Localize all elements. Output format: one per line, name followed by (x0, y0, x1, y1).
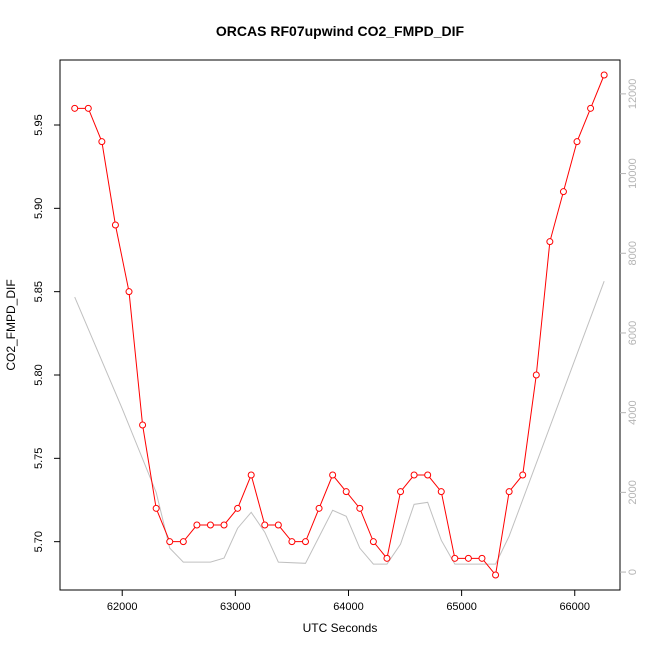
x-tick-label: 62000 (107, 601, 138, 613)
primary-series-point (505, 488, 513, 496)
primary-series-layer (71, 71, 608, 579)
primary-series-point (139, 421, 147, 429)
primary-series-point (315, 504, 323, 512)
y-tick-label: 5.70 (33, 531, 45, 552)
y2-tick-label: 0 (627, 569, 639, 575)
x-axis-label: UTC Seconds (303, 621, 378, 635)
secondary-series-layer (74, 280, 605, 565)
primary-series-point (274, 521, 282, 529)
x-tick-label: 64000 (333, 601, 364, 613)
primary-series-point (410, 471, 418, 479)
primary-series-point (397, 488, 405, 496)
primary-series-point (492, 571, 500, 579)
y-tick-label: 5.90 (33, 198, 45, 219)
primary-series-point (206, 521, 214, 529)
secondary-series-line (74, 280, 605, 565)
primary-series-point (220, 521, 228, 529)
primary-series-point (478, 554, 486, 562)
x-axis: 62000 63000 64000 65000 66000 (107, 590, 590, 613)
primary-series-point (166, 538, 174, 546)
y-axis-left: 5.70 5.75 5.80 5.85 5.90 5.95 (33, 114, 60, 552)
x-tick-label: 63000 (220, 601, 251, 613)
primary-series-point (98, 138, 106, 146)
y-tick-label: 5.80 (33, 364, 45, 385)
y2-tick-label: 4000 (627, 400, 639, 424)
primary-series-point (573, 138, 581, 146)
x-tick-label: 65000 (446, 601, 477, 613)
primary-series-point (193, 521, 201, 529)
y-tick-label: 5.85 (33, 281, 45, 302)
primary-series-point (383, 554, 391, 562)
y-tick-label: 5.75 (33, 448, 45, 469)
primary-series-point (587, 104, 595, 112)
primary-series-point (111, 221, 119, 229)
primary-series-point (84, 104, 92, 112)
primary-series-point (532, 371, 540, 379)
y2-tick-label: 8000 (627, 241, 639, 265)
primary-series-point (424, 471, 432, 479)
primary-series-point (329, 471, 337, 479)
primary-series-point (247, 471, 255, 479)
primary-series-point (125, 288, 133, 296)
primary-series-point (301, 538, 309, 546)
primary-series-point (437, 488, 445, 496)
primary-series-point (600, 71, 608, 79)
primary-series-point (288, 538, 296, 546)
primary-series-line (74, 74, 605, 577)
primary-series-point (559, 188, 567, 196)
y2-tick-label: 2000 (627, 480, 639, 504)
y2-tick-label: 12000 (627, 79, 639, 110)
primary-series-point (234, 504, 242, 512)
primary-series-point (179, 538, 187, 546)
y-axis-right: 0 2000 4000 6000 8000 10000 12000 (620, 79, 639, 575)
primary-series-point (519, 471, 527, 479)
primary-series-point (369, 538, 377, 546)
primary-series-point (342, 488, 350, 496)
plot-frame (59, 59, 621, 591)
y2-tick-label: 10000 (627, 158, 639, 189)
primary-series-point (451, 554, 459, 562)
primary-series-point (464, 554, 472, 562)
primary-series-point (546, 238, 554, 246)
x-tick-label: 66000 (559, 601, 590, 613)
y-tick-label: 5.95 (33, 114, 45, 135)
primary-series-point (152, 504, 160, 512)
y2-tick-label: 6000 (627, 321, 639, 345)
y-axis-label: CO2_FMPD_DIF (4, 279, 18, 370)
chart-title: ORCAS RF07upwind CO2_FMPD_DIF (216, 23, 465, 39)
primary-series-point (261, 521, 269, 529)
primary-series-point (71, 104, 79, 112)
primary-series-point (356, 504, 364, 512)
